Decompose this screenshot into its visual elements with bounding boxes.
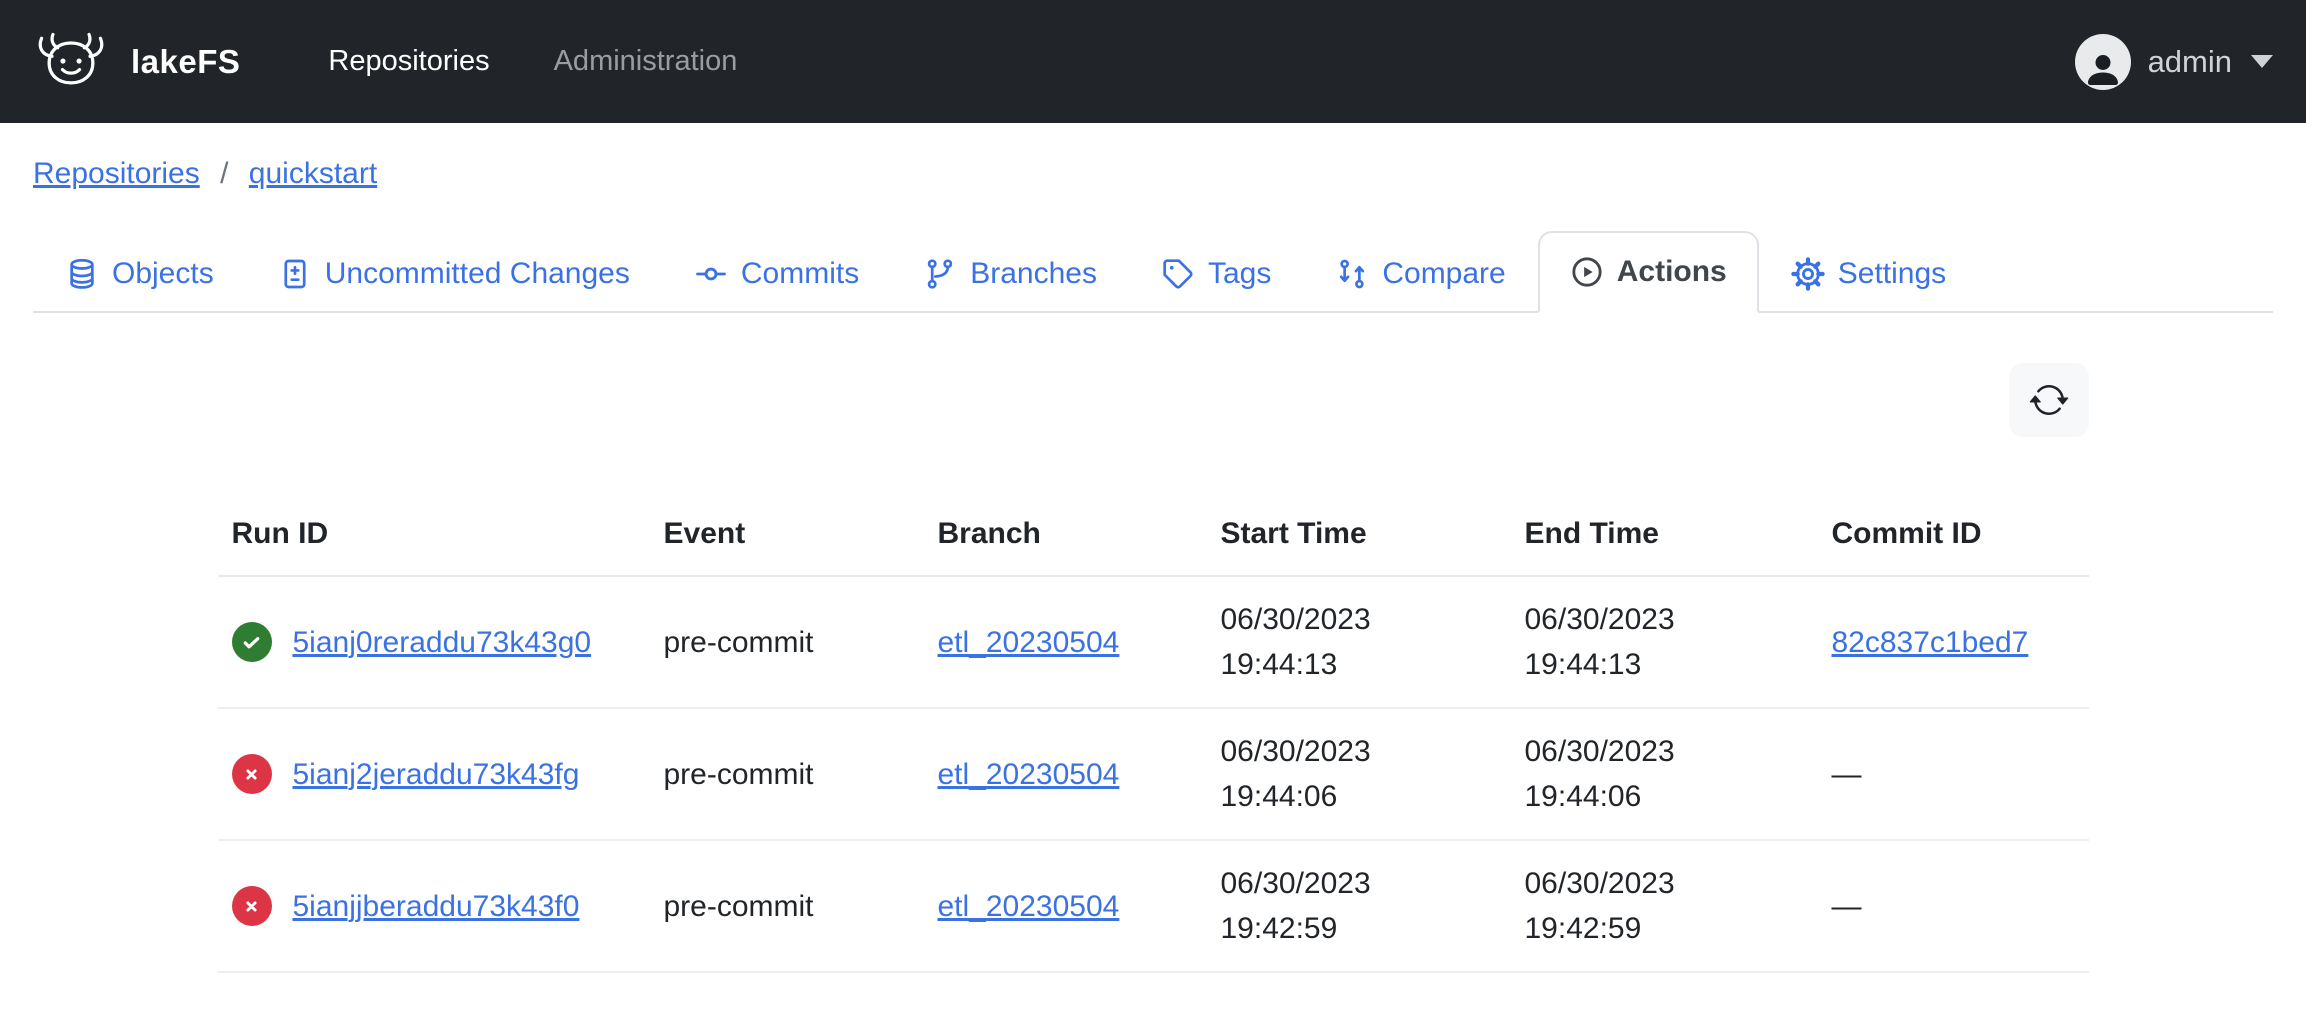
x-icon <box>246 900 257 912</box>
branch-link[interactable]: etl_20230504 <box>937 625 1120 659</box>
tab-actions-label: Actions <box>1616 255 1727 288</box>
brand-title: lakeFS <box>131 42 241 80</box>
event-cell: pre-commit <box>649 840 924 973</box>
table-row: 5ianj2jeraddu73k43fg pre-commit etl_2023… <box>217 708 2089 841</box>
run-status-failure-icon <box>231 754 272 794</box>
repo-tab-bar: Objects Uncommitted Changes Commits <box>33 231 2273 313</box>
start-time-cell: 06/30/2023 19:42:59 <box>1206 840 1511 973</box>
brand-group[interactable]: lakeFS <box>33 30 296 94</box>
person-icon <box>2087 54 2118 85</box>
actions-toolbar <box>218 363 2089 437</box>
tab-objects[interactable]: Objects <box>33 233 246 313</box>
actions-table-body: 5ianj0reraddu73k43g0 pre-commit etl_2023… <box>217 576 2089 973</box>
tab-compare-label: Compare <box>1382 257 1506 290</box>
tab-branches-label: Branches <box>970 257 1097 290</box>
user-menu-dropdown[interactable]: admin <box>2074 33 2273 90</box>
table-header-row: Run ID Event Branch Start Time End Time … <box>217 493 2089 577</box>
tab-settings[interactable]: Settings <box>1759 233 1978 313</box>
commit-id-link[interactable]: 82c837c1bed7 <box>1831 625 2029 659</box>
actions-panel: Run ID Event Branch Start Time End Time … <box>217 363 2089 973</box>
nav-administration-link[interactable]: Administration <box>553 45 738 77</box>
action-runs-table: Run ID Event Branch Start Time End Time … <box>217 493 2089 973</box>
branch-link[interactable]: etl_20230504 <box>937 889 1120 923</box>
start-time-cell: 06/30/2023 19:44:13 <box>1206 576 1511 709</box>
tab-tags-label: Tags <box>1207 257 1272 290</box>
end-time-cell: 06/30/2023 19:42:59 <box>1510 840 1818 973</box>
breadcrumb-separator: / <box>220 157 229 190</box>
user-name-label: admin <box>2147 43 2232 79</box>
commit-icon <box>696 267 726 281</box>
end-time-cell: 06/30/2023 19:44:06 <box>1510 708 1818 841</box>
table-row: 5ianj0reraddu73k43g0 pre-commit etl_2023… <box>217 576 2089 709</box>
database-icon <box>70 258 94 289</box>
start-time-cell: 06/30/2023 19:44:06 <box>1206 708 1511 841</box>
run-id-link[interactable]: 5ianj2jeraddu73k43fg <box>292 757 580 791</box>
tab-tags[interactable]: Tags <box>1129 233 1303 313</box>
user-avatar <box>2074 33 2131 90</box>
tab-compare[interactable]: Compare <box>1303 233 1537 313</box>
commit-id-link: — <box>1831 889 1862 923</box>
refresh-button[interactable] <box>2008 363 2089 437</box>
tab-uncommitted-changes-label: Uncommitted Changes <box>324 257 630 290</box>
col-start-time: Start Time <box>1206 493 1511 577</box>
end-time-cell: 06/30/2023 19:44:13 <box>1510 576 1818 709</box>
gear-icon <box>1791 257 1825 291</box>
tab-uncommitted-changes[interactable]: Uncommitted Changes <box>246 233 662 313</box>
nav-repositories-link[interactable]: Repositories <box>328 45 490 77</box>
tab-branches[interactable]: Branches <box>891 233 1129 313</box>
file-diff-icon <box>284 259 306 289</box>
run-status-success-icon <box>231 622 272 662</box>
breadcrumb-repo-link[interactable]: quickstart <box>248 157 378 190</box>
run-id-link[interactable]: 5ianjjberaddu73k43f0 <box>292 889 580 923</box>
tag-icon <box>1163 259 1193 289</box>
table-row: 5ianjjberaddu73k43f0 pre-commit etl_2023… <box>217 840 2089 973</box>
event-cell: pre-commit <box>649 576 924 709</box>
breadcrumb-repositories-link[interactable]: Repositories <box>33 157 200 190</box>
tab-commits-label: Commits <box>740 257 860 290</box>
col-commit-id: Commit ID <box>1817 493 2089 577</box>
play-circle-icon <box>1572 257 1602 287</box>
caret-down-icon <box>2251 55 2273 68</box>
col-run-id: Run ID <box>217 493 650 577</box>
col-event: Event <box>649 493 924 577</box>
compare-icon <box>1340 259 1365 289</box>
col-branch: Branch <box>923 493 1207 577</box>
run-status-failure-icon <box>231 886 272 926</box>
refresh-icon <box>2029 385 2068 415</box>
breadcrumb: Repositories / quickstart <box>33 157 2273 191</box>
tab-commits[interactable]: Commits <box>662 233 891 313</box>
top-navbar: lakeFS Repositories Administration admin <box>0 0 2306 123</box>
lakefs-axolotl-logo-icon <box>33 30 109 94</box>
col-end-time: End Time <box>1510 493 1818 577</box>
branch-link[interactable]: etl_20230504 <box>937 757 1120 791</box>
branch-icon <box>927 259 953 289</box>
tab-settings-label: Settings <box>1837 257 1947 290</box>
x-icon <box>246 768 257 780</box>
check-icon <box>243 636 260 648</box>
event-cell: pre-commit <box>649 708 924 841</box>
run-id-link[interactable]: 5ianj0reraddu73k43g0 <box>292 625 592 659</box>
commit-id-link: — <box>1831 757 1862 791</box>
tab-objects-label: Objects <box>112 257 214 290</box>
tab-actions[interactable]: Actions <box>1537 231 1759 313</box>
